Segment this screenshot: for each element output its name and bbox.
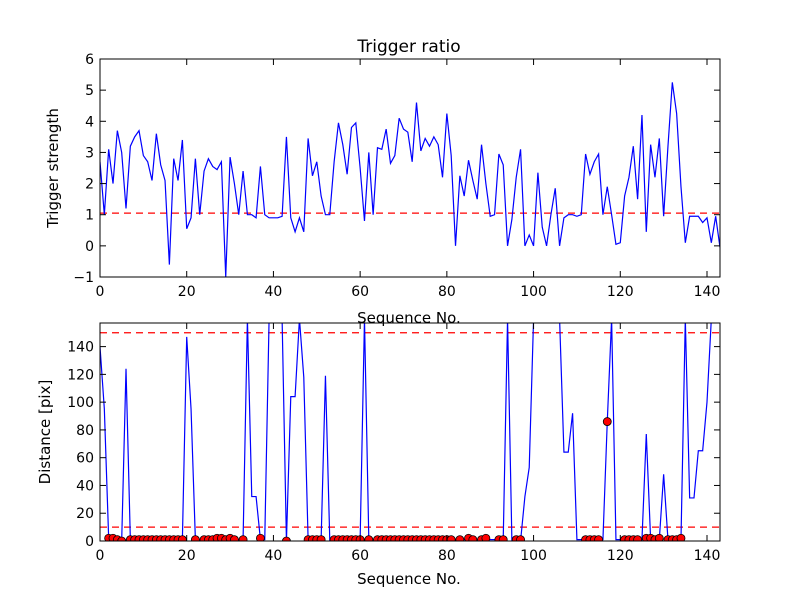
distance-plot: 0 20 40 60 80 100 120 140 0 20 40 60 80 100 120 140 Se…: [36, 322, 721, 588]
plot-frame: [99, 322, 721, 542]
marker-point: [190, 535, 200, 541]
x-tick-label: 40: [265, 284, 283, 300]
x-tick-label: 0: [96, 284, 105, 300]
marker-point: [364, 535, 374, 541]
y-tick-label: 1: [85, 208, 94, 224]
y-tick-label: 4: [85, 114, 94, 130]
y-axis-ticks: 0 20 40 60 80 100 120 140: [67, 340, 720, 550]
x-tick-label: 40: [265, 548, 283, 564]
y-tick-label: 0: [85, 239, 94, 255]
y-tick-label: 20: [76, 506, 94, 522]
marker-point: [230, 535, 239, 541]
y-tick-label: 5: [85, 83, 94, 99]
x-tick-label: 60: [351, 284, 369, 300]
y-tick-label: 3: [85, 145, 94, 161]
x-tick-label: 60: [351, 548, 369, 564]
marker-point: [455, 535, 465, 541]
x-tick-label: 140: [694, 284, 721, 300]
marker-point: [316, 535, 326, 541]
y-tick-label: 100: [67, 395, 94, 411]
x-tick-label: 20: [178, 548, 196, 564]
marker-point: [516, 535, 525, 541]
x-tick-label: 100: [520, 548, 547, 564]
marker-point: [238, 535, 248, 541]
y-axis-ticks: −1 0 1 2 3 4 5 6: [73, 52, 720, 286]
marker-point: [468, 535, 478, 541]
marker-point: [498, 535, 508, 541]
series-line: [100, 82, 720, 277]
marker-point: [602, 417, 612, 426]
y-axis-label: Distance [pix]: [36, 380, 54, 485]
x-axis-label: Sequence No.: [357, 570, 461, 588]
y-tick-label: 140: [67, 340, 94, 356]
x-tick-label: 140: [694, 548, 721, 564]
marker-point: [654, 533, 664, 541]
plot-title: Trigger ratio: [356, 37, 460, 57]
y-tick-label: 120: [67, 367, 94, 383]
plot-area: [100, 323, 720, 541]
marker-point: [633, 535, 643, 541]
y-tick-label: 40: [76, 478, 94, 494]
y-tick-label: 60: [76, 451, 94, 467]
x-tick-label: 20: [178, 284, 196, 300]
x-tick-label: 120: [607, 548, 634, 564]
marker-point: [594, 535, 604, 541]
marker-point: [117, 536, 127, 541]
x-axis-label: Sequence No.: [357, 309, 461, 327]
y-tick-label: 2: [85, 177, 94, 193]
x-tick-label: 100: [520, 284, 547, 300]
x-tick-label: 80: [438, 548, 456, 564]
marker-point: [676, 533, 686, 541]
marker-point: [481, 533, 491, 541]
plot-area: [100, 82, 720, 277]
plot-frame: [99, 58, 721, 278]
x-tick-label: 0: [96, 548, 105, 564]
y-tick-label: 0: [85, 534, 94, 550]
y-tick-label: 6: [85, 52, 94, 68]
y-tick-label: 80: [76, 423, 94, 439]
marker-point: [282, 536, 291, 541]
y-axis-label: Trigger strength: [44, 108, 62, 229]
marker-point: [256, 533, 265, 541]
x-axis-ticks: 0 20 40 60 80 100 120 140: [96, 323, 721, 564]
x-tick-label: 120: [607, 284, 634, 300]
x-tick-label: 80: [438, 284, 456, 300]
x-axis-ticks: 0 20 40 60 80 100 120 140: [96, 59, 721, 300]
y-tick-label: −1: [73, 270, 94, 286]
